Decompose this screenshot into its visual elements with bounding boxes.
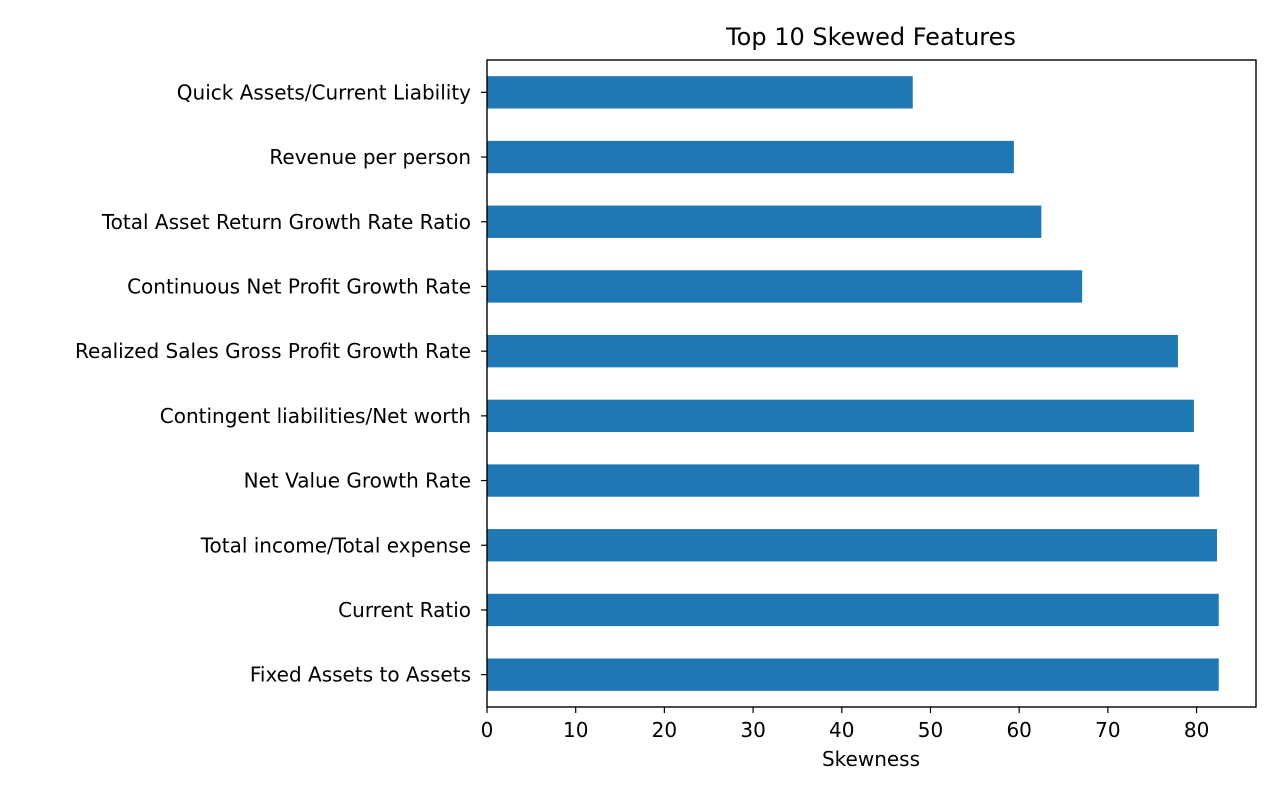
x-tick-label: 80 [1184,718,1209,742]
chart-title: Top 10 Skewed Features [725,23,1016,51]
bar [487,76,913,109]
x-tick-label: 50 [918,718,943,742]
y-tick-label: Fixed Assets to Assets [250,663,471,687]
y-tick-label: Current Ratio [338,598,471,622]
bar [487,529,1217,562]
y-tick-label: Net Value Growth Rate [244,469,471,493]
x-tick-label: 60 [1006,718,1031,742]
y-tick-label: Quick Assets/Current Liability [177,80,471,104]
y-tick-label: Total Asset Return Growth Rate Ratio [101,210,471,234]
bar [487,205,1042,238]
y-tick-label: Total income/Total expense [200,533,471,557]
y-tick-label: Revenue per person [269,145,471,169]
bar [487,140,1014,174]
y-tick-label: Contingent liabilities/Net worth [160,404,471,428]
bar [487,399,1194,433]
bar [487,658,1219,691]
plot-area: Quick Assets/Current Liability Revenue pe… [75,59,1257,742]
bar [487,334,1178,368]
x-tick-label: 10 [563,718,588,742]
x-tick-label: 70 [1095,718,1120,742]
x-axis-label: Skewness [822,747,920,771]
x-tick-label: 40 [829,718,854,742]
y-tick-label: Continuous Net Profit Growth Rate [127,274,471,298]
x-tick-label: 0 [481,718,494,742]
bar [487,270,1083,303]
axes-frame [486,59,1257,708]
y-tick-label: Realized Sales Gross Profit Growth Rate [75,339,471,363]
x-tick-label: 20 [652,718,677,742]
x-tick-label: 30 [740,718,765,742]
bar [487,464,1200,497]
bar [487,593,1219,627]
